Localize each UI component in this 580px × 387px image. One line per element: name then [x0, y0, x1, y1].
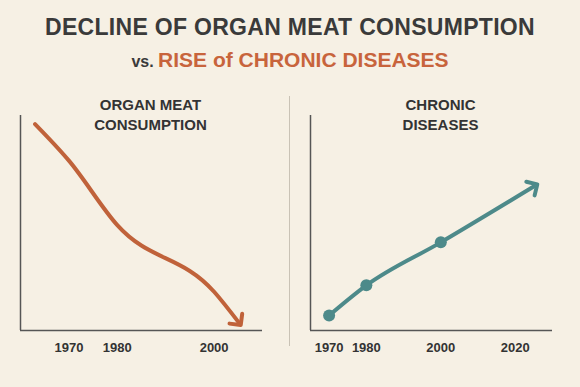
svg-text:1980: 1980 [352, 340, 381, 355]
svg-text:1970: 1970 [315, 340, 344, 355]
html-text:vs.RISE of CHRONIC DISEASES: vs.RISE of CHRONIC DISEASES [131, 48, 449, 71]
svg-text:1980: 1980 [103, 340, 132, 355]
svg-text:2000: 2000 [426, 340, 455, 355]
svg-text:2020: 2020 [501, 340, 530, 355]
svg-text:1970: 1970 [54, 340, 83, 355]
html-text:CHRONIC DISEASES: CHRONIC DISEASES [402, 96, 479, 133]
html-text:DECLINE OF ORGAN MEAT CONSUMPT: DECLINE OF ORGAN MEAT CONSUMPTION [45, 14, 535, 40]
html-text:ORGAN MEAT CONSUMPTION: ORGAN MEAT CONSUMPTION [94, 96, 207, 133]
svg-text:2000: 2000 [200, 340, 229, 355]
